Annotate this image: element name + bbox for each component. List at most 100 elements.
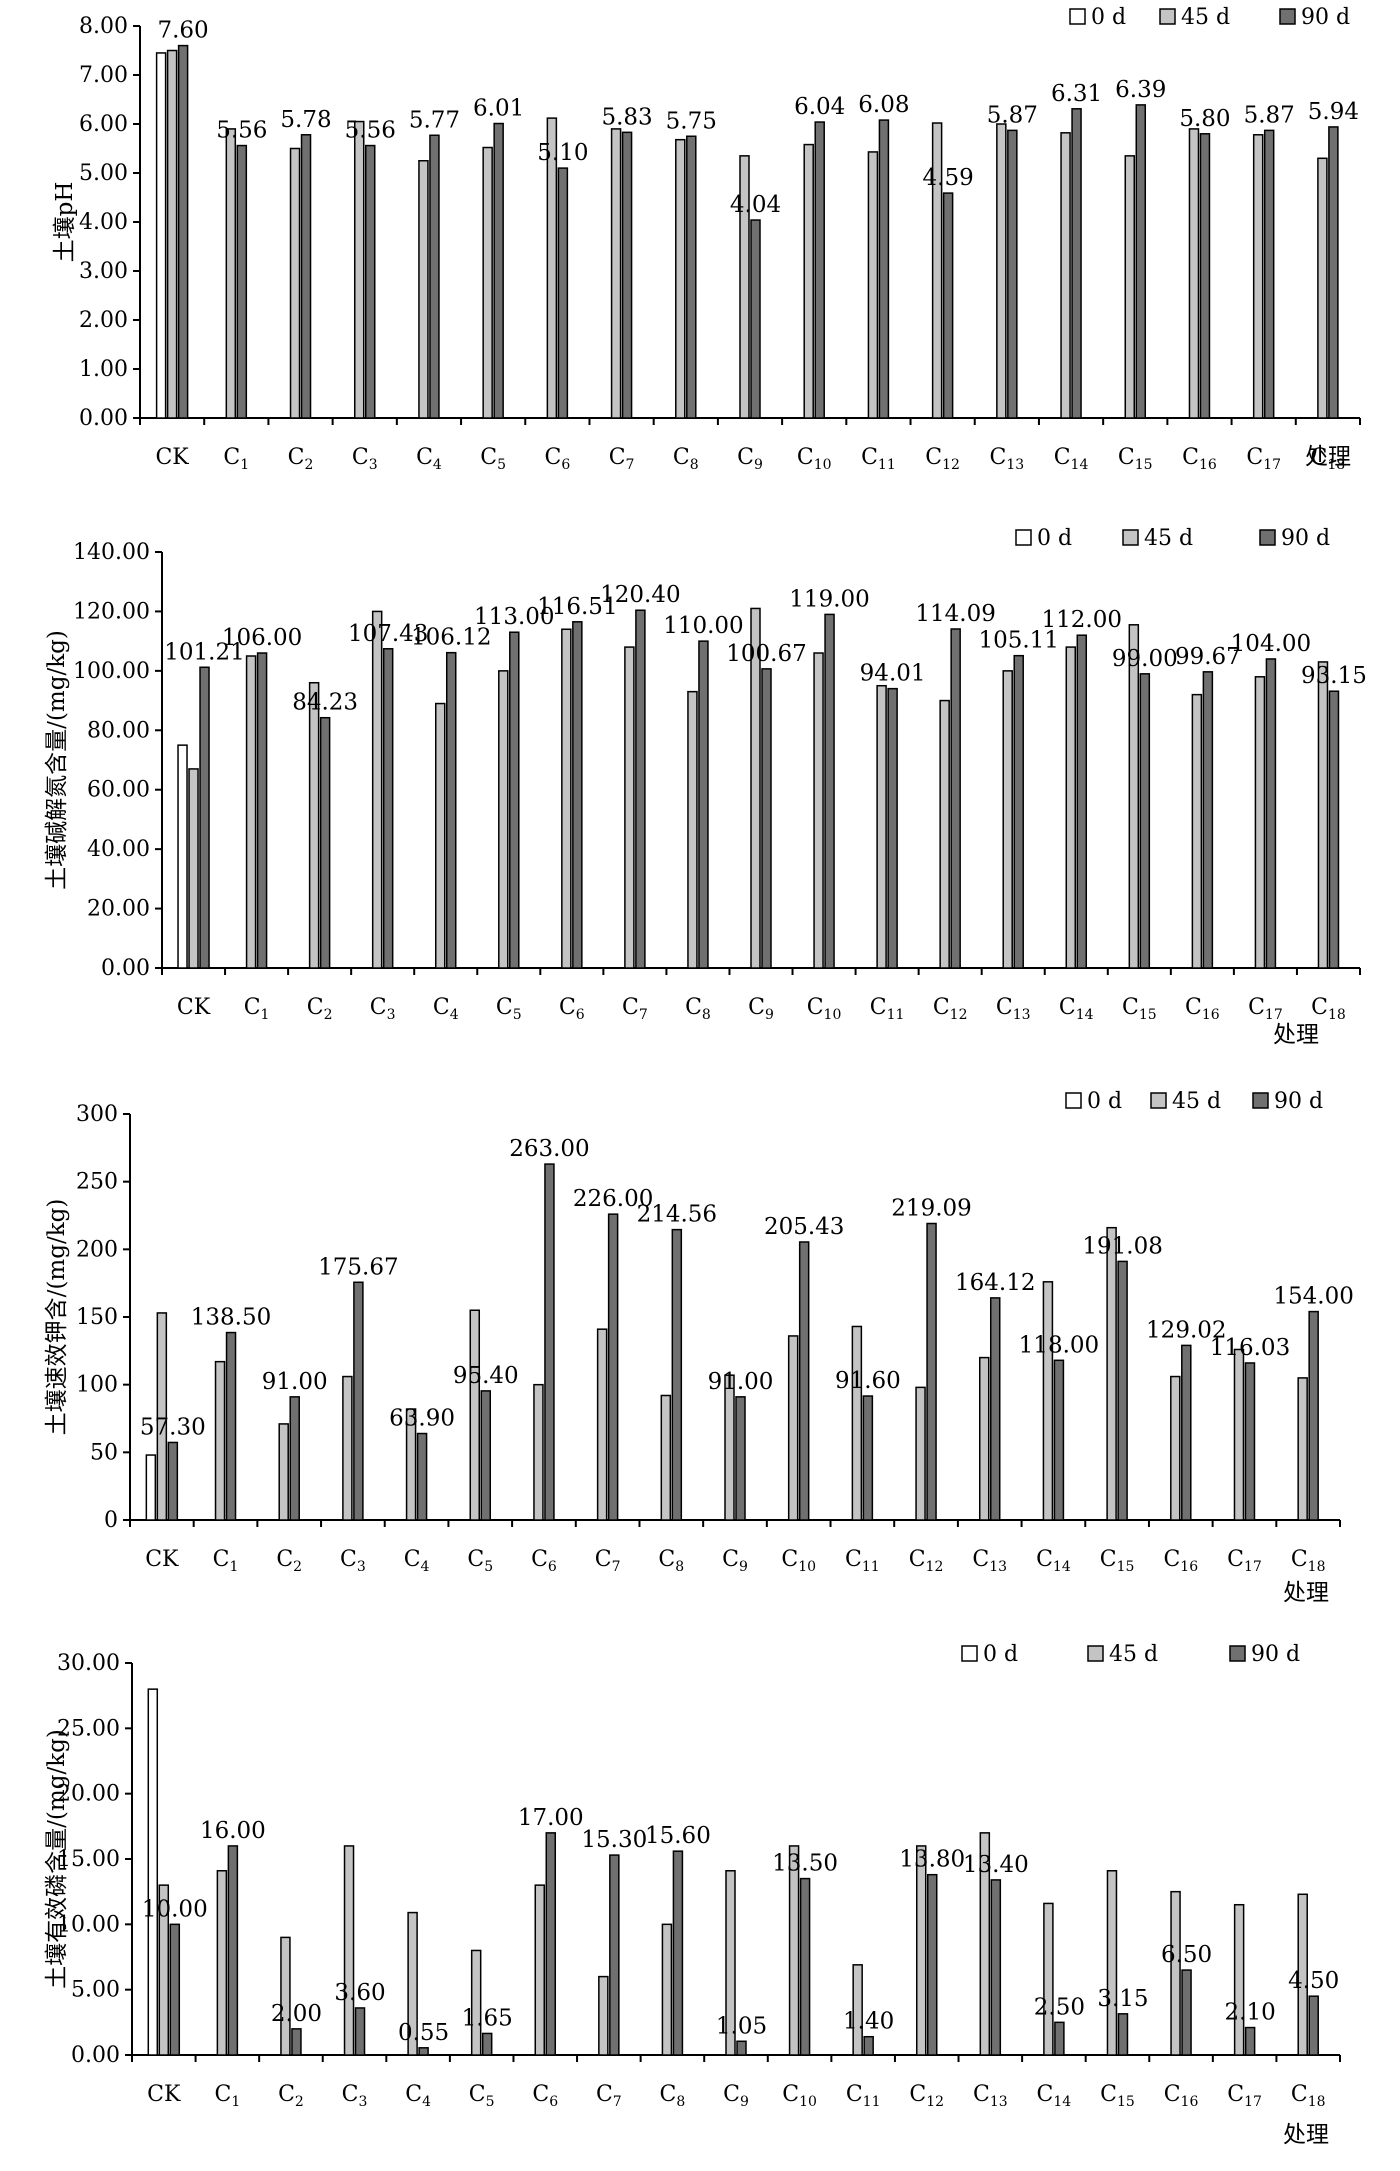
bar-ck-45d (166, 49, 178, 419)
x-tick-label-c11: C11 (870, 995, 905, 1023)
bar-ck-0d (147, 1688, 159, 2056)
chart-panel-3: 0 50 100 150 200 250 300 CK C1 C2 C3 C4 C5 C6 C7 C8 C9 C1… (44, 1089, 1354, 1606)
data-label-c5: 95.40 (453, 1363, 519, 1389)
legend-swatch-45d (1159, 8, 1176, 25)
data-label-c14: 2.50 (1034, 1994, 1085, 2020)
bar-ck-0d (155, 52, 167, 419)
x-tick-label-c10: C10 (807, 995, 842, 1023)
bar-ck-45d (156, 1312, 168, 1521)
bar-ck-45d (158, 1884, 170, 2056)
chart-panel-2: 0.00 20.00 40.00 60.00 80.00 100.00 120.00 140.… (44, 526, 1367, 1048)
bar-c11-90d (862, 1395, 874, 1521)
bar-ck-0d (177, 744, 188, 969)
x-tick-label-c1: C1 (213, 1547, 239, 1575)
data-label-c1: 138.50 (191, 1305, 271, 1331)
x-axis-title: 处理 (1273, 1022, 1319, 1048)
x-tick-label-c15: C15 (1100, 1547, 1135, 1575)
data-label-c13: 164.12 (955, 1270, 1035, 1296)
data-label-ck: 57.30 (140, 1414, 206, 1440)
x-tick-label-c9: C9 (737, 445, 763, 473)
bar-c15-45d (1124, 155, 1136, 419)
data-label-c9: 100.67 (726, 641, 806, 667)
data-label-c15: 191.08 (1082, 1233, 1162, 1259)
bar-c7-90d (609, 1854, 620, 2056)
x-tick-label-c6: C6 (532, 2082, 558, 2110)
legend-label-0d: 0 d (983, 1642, 1018, 1667)
x-tick-label-ck: CK (145, 1547, 179, 1572)
data-label-c12: 13.80 (899, 1847, 965, 1873)
data-label-c16: 5.80 (1179, 106, 1230, 132)
legend-swatch-90d (1259, 529, 1276, 546)
bar-c3-45d (342, 1375, 353, 1521)
x-tick-label-c14: C14 (1059, 995, 1094, 1023)
bar-c13-45d (979, 1832, 991, 2056)
data-label-c17: 104.00 (1231, 631, 1311, 657)
bar-c11-90d (878, 119, 890, 419)
x-tick-label-c7: C7 (622, 995, 648, 1023)
x-tick-label-c3: C3 (352, 445, 378, 473)
x-tick-label-c16: C16 (1185, 995, 1220, 1023)
data-label-c14: 118.00 (1019, 1332, 1099, 1358)
bar-c12-90d (926, 1222, 937, 1521)
data-label-c6: 116.51 (537, 594, 617, 620)
bar-c10-45d (788, 1845, 800, 2056)
data-label-c11: 91.60 (835, 1368, 901, 1394)
bar-c9-90d (735, 1396, 746, 1521)
bar-c13-45d (996, 123, 1007, 419)
data-label-c1: 106.00 (222, 625, 302, 651)
bar-c1-45d (216, 1870, 228, 2056)
x-tick-label-c2: C2 (278, 2082, 304, 2110)
x-tick-label-c12: C12 (925, 445, 960, 473)
data-label-c3: 3.60 (334, 1980, 385, 2006)
data-label-c9: 4.04 (730, 192, 781, 218)
data-label-c15: 99.00 (1112, 646, 1178, 672)
bar-ck-90d (177, 44, 189, 419)
x-tick-label-c5: C5 (480, 445, 506, 473)
bar-c6-90d (557, 167, 569, 419)
data-label-c18: 5.94 (1308, 99, 1359, 125)
data-label-c17: 5.87 (1244, 102, 1295, 128)
data-label-c12: 219.09 (891, 1195, 971, 1221)
bar-c5-45d (470, 1949, 482, 2056)
x-tick-label-c14: C14 (1037, 2082, 1072, 2110)
bar-c13-90d (989, 1297, 1001, 1521)
bar-c6-45d (533, 1383, 544, 1521)
bar-c12-90d (942, 192, 954, 419)
y-tick-label: 2.00 (79, 308, 128, 333)
bar-c3-90d (364, 144, 376, 419)
x-tick-label-c3: C3 (340, 1547, 366, 1575)
x-tick-label-c8: C8 (673, 445, 699, 473)
data-label-c18: 4.50 (1288, 1968, 1339, 1994)
data-label-c7: 120.40 (600, 582, 680, 608)
bar-c18-45d (1317, 661, 1329, 969)
y-tick-label: 7.00 (79, 63, 128, 88)
x-tick-label-c5: C5 (496, 995, 522, 1023)
data-label-c13: 105.11 (978, 628, 1058, 654)
bar-c2-45d (308, 681, 320, 969)
legend-label-0d: 0 d (1087, 1089, 1122, 1114)
x-tick-label-c8: C8 (685, 995, 711, 1023)
bar-c1-90d (227, 1845, 239, 2056)
data-label-c6: 17.00 (518, 1805, 584, 1831)
chart-panel-1: 0.00 1.00 2.00 3.00 4.00 5.00 6.00 7.00 8.00 CK C1… (52, 5, 1361, 473)
bar-c6-90d (572, 621, 583, 969)
y-tick-label: 100 (76, 1373, 118, 1398)
x-tick-label-c7: C7 (609, 445, 635, 473)
bar-c3-90d (382, 648, 394, 969)
bar-c6-90d (544, 1163, 555, 1521)
data-label-c2: 91.00 (262, 1369, 328, 1395)
legend-swatch-0d (1015, 529, 1032, 546)
x-tick-label-c4: C4 (405, 2082, 431, 2110)
bar-c17-90d (1244, 2026, 1256, 2056)
data-label-c4: 5.77 (409, 107, 460, 133)
bar-c9-90d (750, 219, 761, 419)
bar-c17-45d (1233, 1348, 1245, 1521)
x-tick-label-c15: C15 (1100, 2082, 1135, 2110)
y-tick-label: 60.00 (87, 778, 150, 803)
bar-c8-90d (671, 1228, 683, 1521)
y-tick-label: 30.00 (57, 1651, 120, 1676)
x-tick-label-c17: C17 (1227, 2082, 1262, 2110)
y-tick-label: 120.00 (73, 599, 150, 624)
data-label-c12: 4.59 (923, 165, 974, 191)
bar-c18-45d (1317, 157, 1328, 419)
